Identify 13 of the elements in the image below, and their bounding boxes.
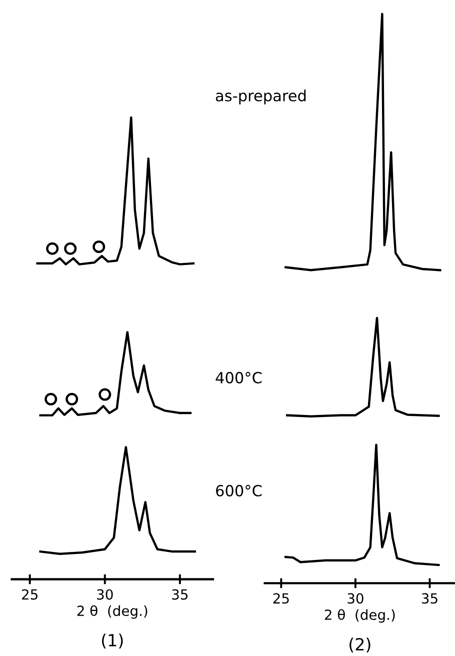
text: 400°C: [216, 372, 262, 384]
annotation: as-prepared: [216, 90, 306, 104]
x-tick-label: 30: [97, 589, 113, 600]
x-tick-label: 35: [172, 589, 188, 600]
x-axis-title: 2 θ (deg.): [324, 609, 395, 623]
text: (1): [102, 634, 123, 648]
x-tick-label: 25: [273, 593, 289, 604]
x-tick-label: 35: [422, 593, 438, 604]
text: (2): [350, 638, 370, 653]
x-axis-title: 2 θ (deg.): [77, 605, 148, 619]
x-tick-label: 30: [348, 593, 364, 604]
x-tick-label: 25: [22, 589, 38, 600]
text: 600°C: [216, 484, 262, 496]
